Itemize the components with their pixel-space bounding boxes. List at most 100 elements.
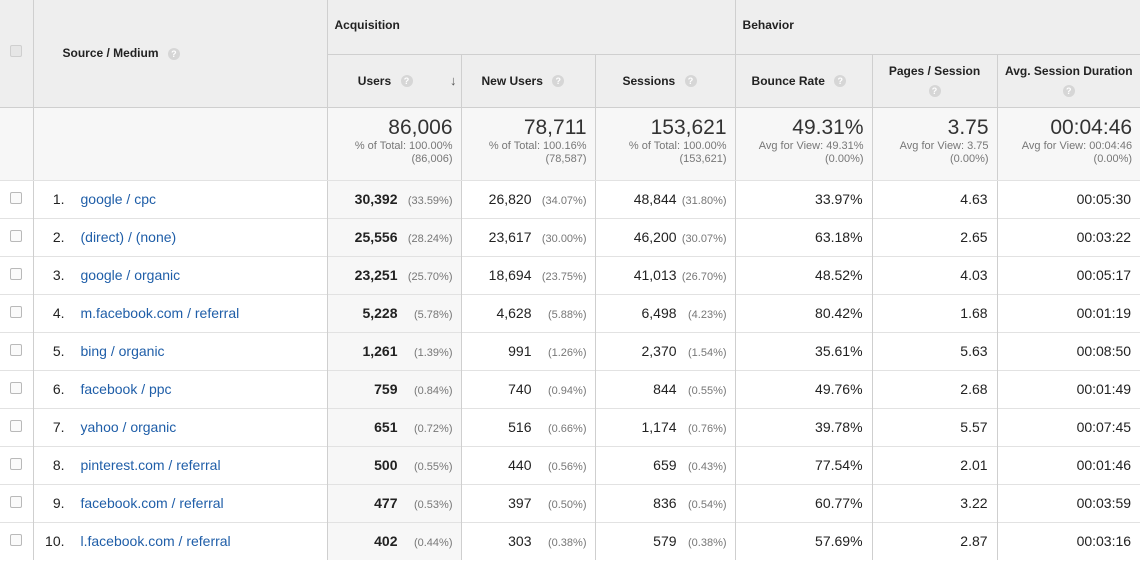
behavior-group-header: Behavior [734,0,1140,55]
source-medium-link[interactable]: facebook.com / referral [80,495,224,511]
avg-session-duration-cell: 00:05:17 [996,255,1140,294]
row-select-cell [0,179,33,218]
source-medium-cell: 4. m.facebook.com / referral [32,293,327,332]
users-value: 23,251 [354,267,398,283]
sessions-percent: (30.07%) [681,233,727,245]
total-new-users-sub: % of Total: 100.16% [488,139,587,152]
new-users-cell: 23,617 (30.00%) [460,217,595,256]
source-medium-link[interactable]: l.facebook.com / referral [80,533,231,550]
new-users-value: 23,617 [488,229,532,245]
row-checkbox[interactable] [10,230,23,242]
new-users-cell: 440 (0.56%) [460,445,595,484]
sessions-value: 579 [653,533,677,550]
users-value: 477 [374,495,398,511]
total-sessions-value: 153,621 [650,115,727,139]
avg-session-duration-cell: 00:07:45 [996,407,1140,446]
source-medium-link[interactable]: m.facebook.com / referral [80,305,240,321]
sessions-cell: 1,174 (0.76%) [594,407,736,446]
bounce-rate-header[interactable]: Bounce Rate ? [734,54,873,108]
row-checkbox[interactable] [10,420,23,432]
source-medium-cell: 6. facebook / ppc [32,369,327,408]
help-icon[interactable]: ? [167,48,180,61]
sessions-cell: 659 (0.43%) [594,445,736,484]
total-bounce-rate: 49.31% Avg for View: 49.31% (0.00%) [734,107,873,181]
help-icon[interactable]: ? [1062,85,1075,98]
source-medium-link[interactable]: (direct) / (none) [80,229,177,245]
help-icon[interactable]: ? [684,75,697,88]
source-medium-link[interactable]: yahoo / organic [80,419,177,435]
row-checkbox[interactable] [10,268,23,280]
pages-session-header[interactable]: Pages / Session ? [871,54,998,108]
sort-desc-icon[interactable]: ↓ [450,72,457,88]
new-users-value: 26,820 [488,191,532,207]
table-row: 1. google / cpc 30,392 (33.59%) 26,820 (34.… [0,179,1140,218]
source-medium-cell: 10. l.facebook.com / referral [32,521,327,560]
row-checkbox[interactable] [10,344,23,356]
total-sessions-sub: % of Total: 100.00% [628,139,727,152]
sessions-percent: (0.38%) [688,537,727,550]
row-checkbox[interactable] [10,496,23,508]
source-medium-header[interactable]: Source / Medium ? [32,0,327,108]
sessions-percent: (1.54%) [688,347,727,359]
new-users-percent: (5.88%) [547,309,587,321]
new-users-header[interactable]: New Users ? [460,54,595,108]
row-checkbox[interactable] [10,534,23,547]
users-cell: 477 (0.53%) [326,483,461,522]
sessions-header[interactable]: Sessions ? [594,54,736,108]
row-index: 3. [52,267,65,283]
source-medium-link[interactable]: pinterest.com / referral [80,457,221,473]
help-icon[interactable]: ? [834,75,847,88]
total-users-value: 86,006 [388,115,453,139]
avg-session-duration-header[interactable]: Avg. Session Duration ? [996,54,1140,108]
row-checkbox[interactable] [10,192,23,204]
row-index: 5. [52,343,65,359]
pages-session-cell: 3.22 [871,483,998,522]
avg-session-duration-cell: 00:05:30 [996,179,1140,218]
source-medium-link[interactable]: facebook / ppc [80,381,172,397]
users-header-label: Users [357,73,392,88]
total-pages-session-value: 3.75 [947,115,989,139]
total-bounce-rate-value: 49.31% [792,115,864,139]
total-bounce-rate-sub: Avg for View: 49.31% [758,139,864,152]
select-all-checkbox[interactable] [10,45,23,58]
table-row: 10. l.facebook.com / referral 402 (0.44%) … [0,521,1140,560]
row-index: 9. [52,495,65,511]
help-icon[interactable]: ? [400,75,413,88]
new-users-percent: (0.56%) [547,461,587,473]
new-users-cell: 740 (0.94%) [460,369,595,408]
users-header[interactable]: Users ? ↓ [326,54,461,108]
users-percent: (25.70%) [407,271,453,283]
table-row: 7. yahoo / organic 651 (0.72%) 516 (0.66%) … [0,407,1140,446]
pages-session-cell: 2.65 [871,217,998,256]
row-index: 7. [52,419,65,435]
source-medium-link[interactable]: google / cpc [80,191,157,207]
sessions-percent: (0.76%) [688,423,727,435]
row-select-cell [0,369,33,408]
users-value: 1,261 [362,343,398,359]
avg-session-duration-cell: 00:01:46 [996,445,1140,484]
sessions-cell: 2,370 (1.54%) [594,331,736,370]
source-medium-cell: 9. facebook.com / referral [32,483,327,522]
bounce-rate-cell: 57.69% [734,521,873,560]
help-icon[interactable]: ? [552,75,565,88]
row-checkbox[interactable] [10,458,23,470]
source-medium-cell: 5. bing / organic [32,331,327,370]
row-checkbox[interactable] [10,382,23,394]
row-checkbox[interactable] [10,306,23,318]
row-index: 6. [52,381,65,397]
data-rows: 1. google / cpc 30,392 (33.59%) 26,820 (34.… [0,179,1140,560]
source-medium-link[interactable]: google / organic [80,267,181,283]
help-icon[interactable]: ? [928,85,941,98]
sessions-value: 659 [653,457,677,473]
sessions-cell: 6,498 (4.23%) [594,293,736,332]
sessions-value: 6,498 [641,305,677,321]
users-cell: 25,556 (28.24%) [326,217,461,256]
select-all-cell [0,0,33,108]
source-medium-link[interactable]: bing / organic [80,343,165,359]
total-pages-session-sub: Avg for View: 3.75 [899,139,989,152]
row-select-cell [0,407,33,446]
users-cell: 5,228 (5.78%) [326,293,461,332]
source-medium-cell: 7. yahoo / organic [32,407,327,446]
row-select-cell [0,445,33,484]
new-users-value: 991 [508,343,532,359]
